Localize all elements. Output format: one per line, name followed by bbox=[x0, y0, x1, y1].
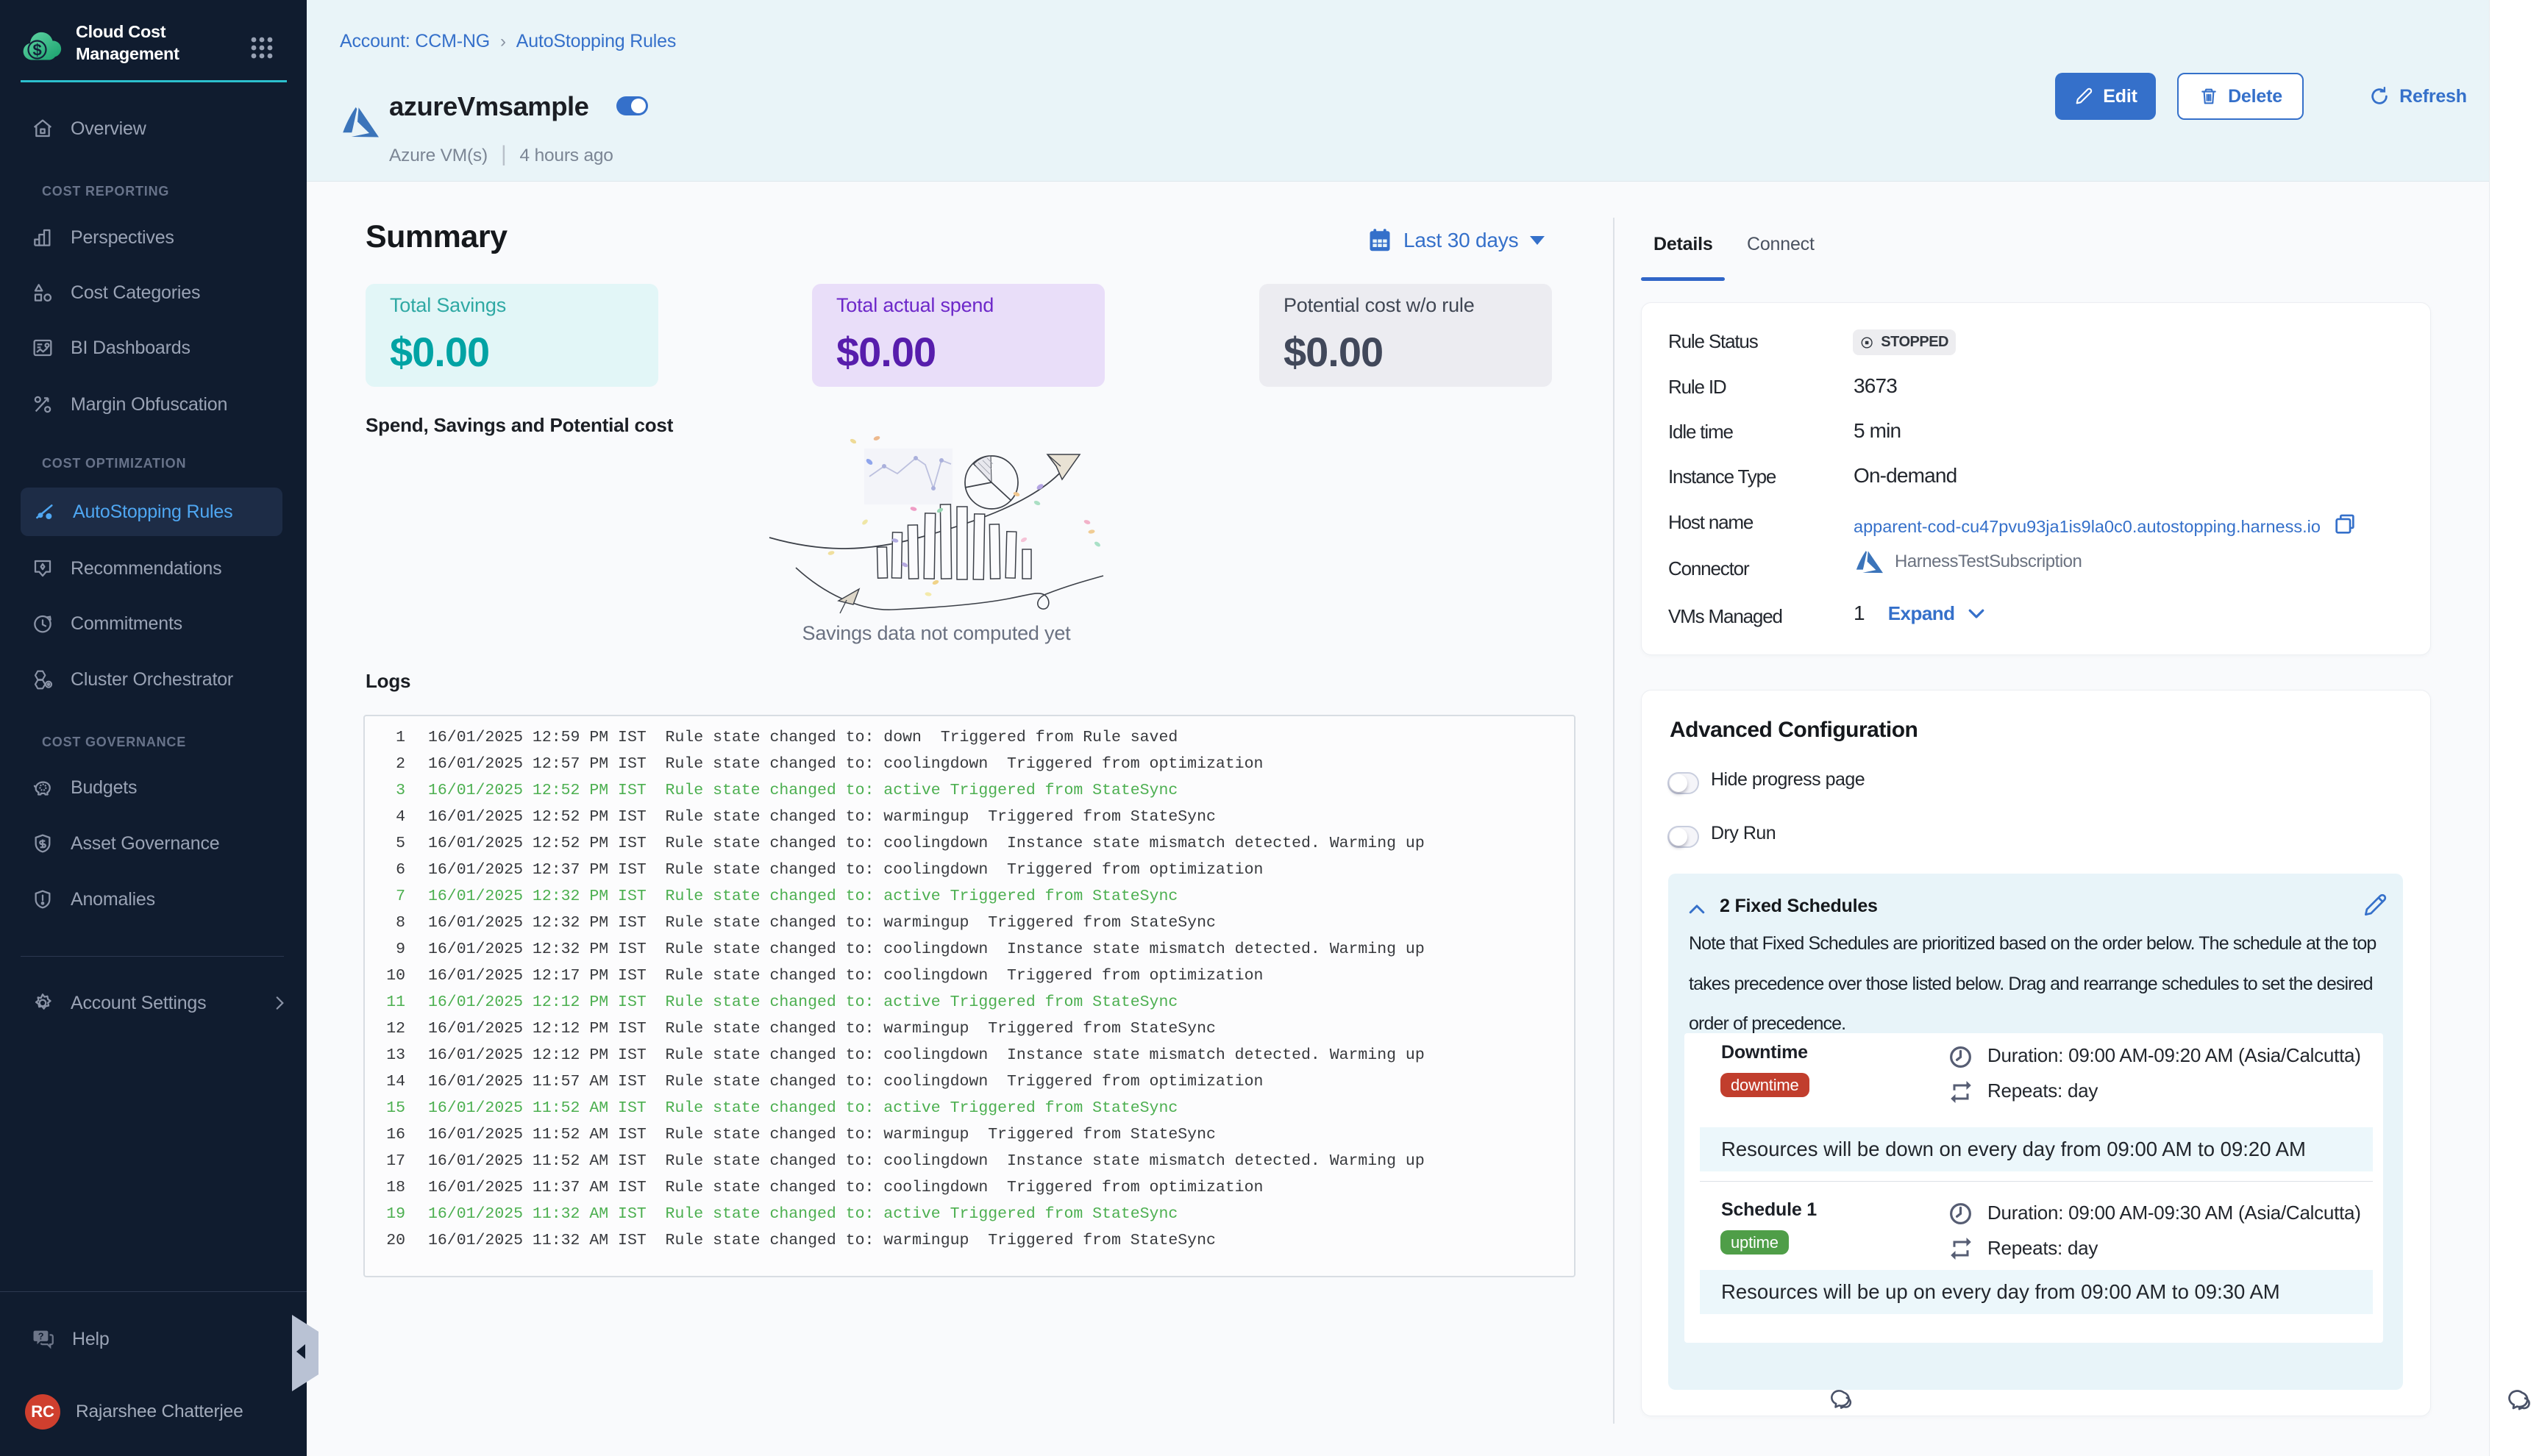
svg-text:?: ? bbox=[38, 1331, 44, 1342]
svg-text:$: $ bbox=[32, 41, 41, 60]
